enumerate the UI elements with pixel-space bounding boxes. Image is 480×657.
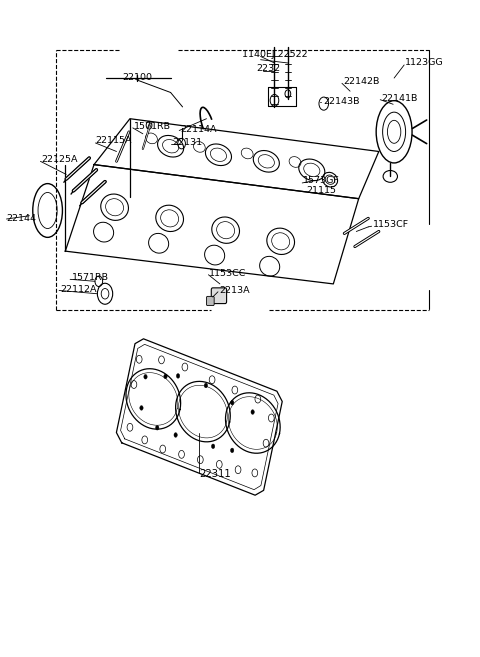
- Text: 2232: 2232: [257, 64, 281, 74]
- Circle shape: [144, 374, 147, 379]
- Text: 22114A: 22114A: [180, 125, 216, 134]
- Text: 22131: 22131: [172, 138, 202, 147]
- Text: 21115: 21115: [306, 187, 336, 195]
- FancyBboxPatch shape: [206, 296, 214, 306]
- Text: 22143B: 22143B: [323, 97, 360, 106]
- Text: 2213A: 2213A: [219, 286, 250, 295]
- Text: 22115A: 22115A: [96, 137, 132, 145]
- Circle shape: [204, 383, 207, 388]
- Circle shape: [251, 410, 254, 415]
- Text: 1140EJ 22522: 1140EJ 22522: [242, 50, 308, 59]
- Text: 1571RB: 1571RB: [134, 122, 171, 131]
- FancyBboxPatch shape: [211, 288, 227, 304]
- Text: 22141B: 22141B: [381, 94, 418, 103]
- Text: 1153CF: 1153CF: [373, 220, 409, 229]
- Text: 1573GF: 1573GF: [303, 176, 340, 185]
- Text: 1153CC: 1153CC: [209, 269, 247, 278]
- Text: 22112A: 22112A: [60, 284, 97, 294]
- Text: 1571RB: 1571RB: [72, 273, 108, 282]
- Circle shape: [211, 444, 215, 449]
- Text: 22311: 22311: [199, 469, 231, 479]
- Text: 1123GG: 1123GG: [405, 58, 444, 68]
- Circle shape: [230, 448, 234, 453]
- Text: 22125A: 22125A: [41, 155, 78, 164]
- Circle shape: [174, 433, 177, 438]
- Circle shape: [140, 405, 143, 410]
- Circle shape: [164, 374, 167, 378]
- Text: 22100: 22100: [123, 73, 153, 82]
- Circle shape: [230, 400, 234, 405]
- Circle shape: [156, 426, 159, 430]
- Circle shape: [176, 374, 180, 378]
- Text: 22142B: 22142B: [343, 78, 379, 87]
- Text: 22144: 22144: [6, 214, 36, 223]
